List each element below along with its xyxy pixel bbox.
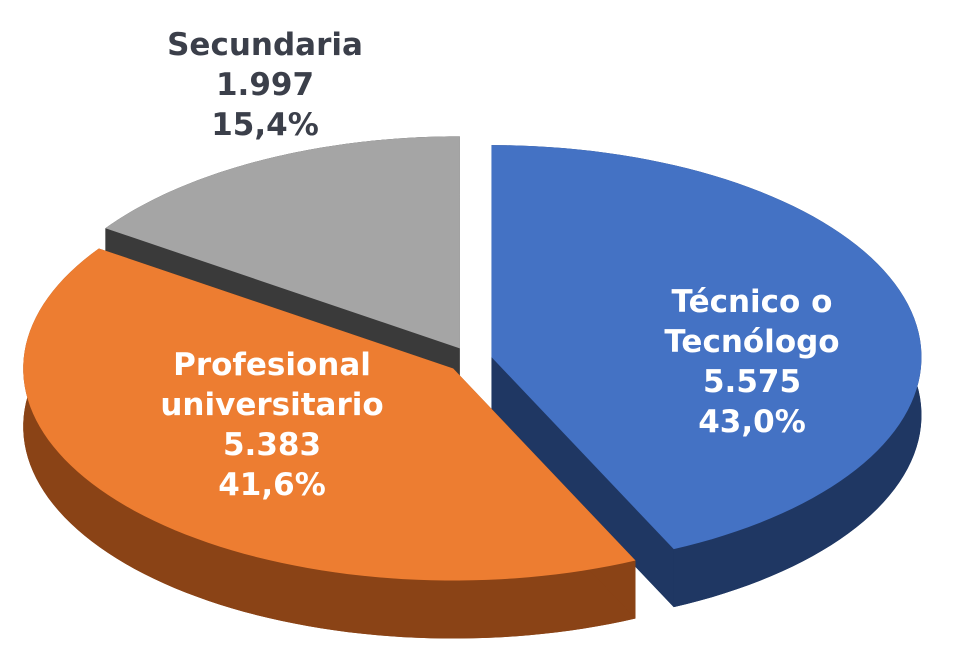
percent-label: 41,6% <box>218 467 326 503</box>
slice-label: Profesional universitario 5.383 41,6% <box>147 345 397 505</box>
slice-label: Técnico o Tecnólogo 5.575 43,0% <box>612 282 892 442</box>
value-label: 5.575 <box>702 364 802 400</box>
percent-label: 43,0% <box>698 404 806 440</box>
value-label: 5.383 <box>222 427 322 463</box>
category-label: Secundaria <box>167 27 363 63</box>
slice-label: Secundaria 1.997 15,4% <box>125 25 405 145</box>
category-label: Técnico o Tecnólogo <box>664 284 840 360</box>
slice <box>491 145 922 550</box>
value-label: 1.997 <box>215 67 315 103</box>
slice <box>105 136 460 349</box>
percent-label: 15,4% <box>211 107 319 143</box>
slice-wall <box>23 248 636 639</box>
slice-cut <box>491 357 674 608</box>
category-label: Profesional universitario <box>160 347 384 423</box>
slice <box>23 248 636 581</box>
